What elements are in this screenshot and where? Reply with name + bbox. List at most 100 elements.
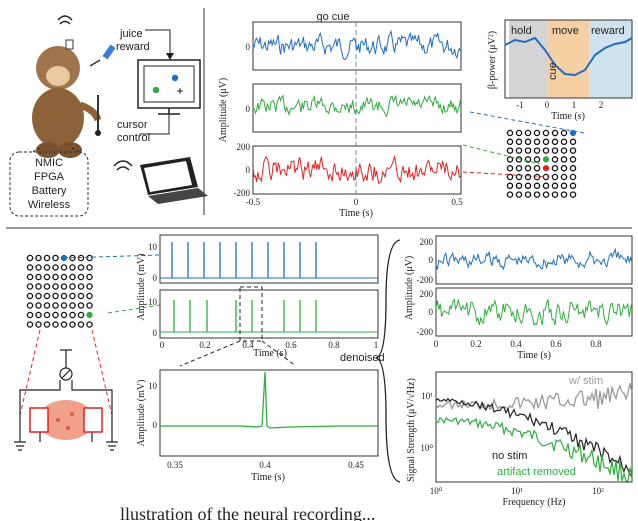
electrode-dot xyxy=(524,182,532,190)
electrode-dot xyxy=(69,273,76,281)
svg-text:-200: -200 xyxy=(417,327,434,337)
legend-no-stim: no stim xyxy=(492,450,527,462)
svg-text:Amplitude (μV): Amplitude (μV) xyxy=(404,256,415,321)
electrode-dot xyxy=(551,173,559,181)
electrode-dot xyxy=(560,164,568,172)
zoom-box xyxy=(239,286,263,342)
svg-text:Signal Strength (μV/√Hz): Signal Strength (μV/√Hz) xyxy=(406,378,417,482)
svg-text:0: 0 xyxy=(434,339,439,349)
electrode-dot xyxy=(35,283,42,290)
svg-text:0.6: 0.6 xyxy=(550,339,562,349)
electrode-dot xyxy=(515,147,523,154)
electrode-dot xyxy=(560,173,568,181)
electrode-dot xyxy=(35,264,42,271)
electrode-dot xyxy=(77,273,85,281)
svg-text:0.4: 0.4 xyxy=(242,340,254,350)
psd-plot: w/ stim no stim artifact removed 10¹ 10⁰… xyxy=(406,371,633,508)
electrode-dot xyxy=(506,147,514,154)
electrode-dot xyxy=(26,264,34,271)
control-label: control xyxy=(117,132,150,144)
electrode-dot xyxy=(86,283,93,290)
svg-text:reward: reward xyxy=(591,25,625,37)
svg-text:0.2: 0.2 xyxy=(199,340,210,350)
electrode-dot xyxy=(515,164,523,172)
electrode-dot xyxy=(506,191,514,198)
electrode-dot xyxy=(542,147,550,154)
electrode-dot xyxy=(52,321,59,328)
svg-text:0: 0 xyxy=(429,307,434,317)
electrode-dot xyxy=(26,321,34,328)
electrode-dot xyxy=(86,292,93,300)
electrode-dot xyxy=(43,302,51,309)
electrode-dot xyxy=(506,173,514,181)
svg-text:cue: cue xyxy=(547,62,559,80)
denoised-trace-green xyxy=(435,298,633,326)
electrode-dot xyxy=(35,292,42,300)
electrode-dot xyxy=(533,138,541,146)
hold-region xyxy=(509,20,547,98)
trace-blue xyxy=(252,29,462,60)
electrode-dot xyxy=(542,129,550,137)
svg-text:0.4: 0.4 xyxy=(259,460,271,470)
denoised-label: denoised xyxy=(340,352,385,364)
electrode-dot xyxy=(515,182,523,190)
svg-text:move: move xyxy=(552,25,579,37)
electrode-dot xyxy=(77,292,85,300)
electrode-dot xyxy=(524,129,532,137)
electrode-dot xyxy=(506,156,514,163)
monkey-body-icon xyxy=(32,88,84,148)
electrode-dot xyxy=(26,273,34,281)
svg-text:0: 0 xyxy=(429,255,434,265)
svg-text:0.4: 0.4 xyxy=(510,339,522,349)
svg-text:0: 0 xyxy=(545,100,550,110)
svg-text:Wireless: Wireless xyxy=(28,199,71,211)
svg-text:-200: -200 xyxy=(417,275,434,285)
electrode-dot xyxy=(35,321,42,328)
electrode-dot xyxy=(86,254,93,262)
electrode-dot xyxy=(86,302,93,309)
electrode-dot xyxy=(52,273,59,281)
svg-text:0: 0 xyxy=(246,104,251,114)
go-cue-label: go cue xyxy=(316,11,349,23)
monitor-icon xyxy=(137,59,201,115)
electrode-left xyxy=(29,407,49,433)
svg-text:10: 10 xyxy=(148,297,158,307)
electrode-dot xyxy=(35,273,42,281)
electrode-dot xyxy=(506,164,514,172)
electrode-dot xyxy=(533,147,541,154)
spike-trace-blue xyxy=(160,242,378,279)
electrode-dot xyxy=(26,292,34,300)
trace-green xyxy=(252,94,462,118)
electrode-dot xyxy=(533,173,541,181)
electrode-dot xyxy=(533,164,541,172)
svg-text:0: 0 xyxy=(246,42,251,52)
electrode-dot xyxy=(43,273,51,281)
electrode-dot xyxy=(60,283,68,290)
svg-text:10²: 10² xyxy=(592,486,604,496)
trace-red xyxy=(252,154,461,185)
electrode-dot xyxy=(506,182,514,190)
electrode-dot xyxy=(26,311,34,319)
electrode-dot xyxy=(515,129,523,137)
electrode-dot xyxy=(60,311,68,319)
zoomed-spike-plot: 10 0 0.35 0.4 0.45 Time (s) Amplitude (m… xyxy=(136,369,379,483)
electrode-dot xyxy=(26,283,34,290)
cursor-label: cursor xyxy=(117,119,148,131)
brace xyxy=(375,239,401,483)
svg-text:Time (s): Time (s) xyxy=(251,472,285,483)
electrode-dot xyxy=(43,283,51,290)
move-region xyxy=(547,20,589,98)
psd-artifact-removed xyxy=(435,416,633,482)
electrode-dot xyxy=(551,191,559,198)
electrode-dot xyxy=(52,264,59,271)
electrode-dot xyxy=(43,311,51,319)
svg-text:0.8: 0.8 xyxy=(328,340,340,350)
electrode-dot xyxy=(43,321,51,328)
electrode-dot xyxy=(569,173,577,181)
electrode-dot xyxy=(52,302,59,309)
electrode-dot xyxy=(542,182,550,190)
electrode-dot xyxy=(560,191,568,198)
electrode-dot xyxy=(569,138,577,146)
electrode-dot xyxy=(26,254,34,262)
electrode-dot xyxy=(533,129,541,137)
